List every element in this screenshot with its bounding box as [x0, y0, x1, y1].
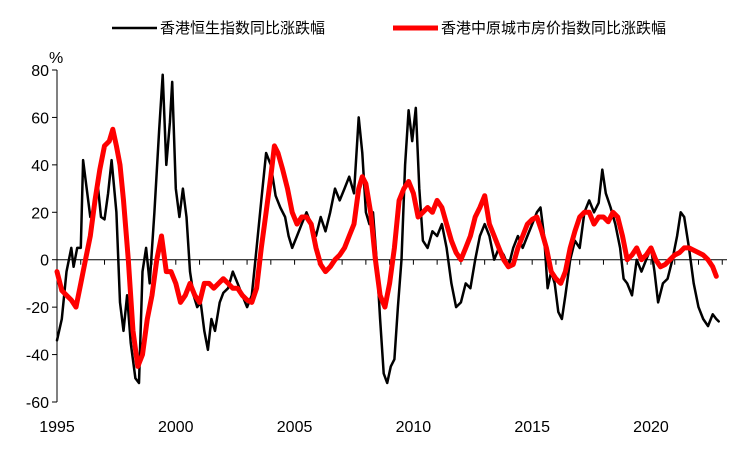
x-axis-ticks: 1995 2000 2005 2010 2015 2020: [39, 259, 723, 436]
x-tick-label: 2020: [633, 419, 669, 436]
y-axis-ticks: 80 60 40 20 0 -20 -40 -60: [26, 63, 57, 412]
y-tick-label: 0: [40, 253, 49, 270]
y-tick-label: -20: [26, 300, 49, 317]
legend-label-hsi: 香港恒生指数同比涨跌幅: [160, 19, 325, 37]
y-tick-label: -40: [26, 348, 49, 365]
x-tick-label: 2005: [277, 419, 313, 436]
legend-label-cci: 香港中原城市房价指数同比涨跌幅: [441, 19, 666, 37]
x-tick-label: 2015: [514, 419, 550, 436]
y-tick-label: 20: [31, 205, 49, 222]
y-axis-unit-label: %: [49, 50, 63, 67]
y-tick-label: 60: [31, 110, 49, 127]
series-layer: [54, 73, 720, 385]
legend: 香港恒生指数同比涨跌幅 香港中原城市房价指数同比涨跌幅: [112, 19, 666, 37]
x-tick-label: 1995: [39, 419, 75, 436]
x-tick-label: 2000: [158, 419, 194, 436]
y-tick-label: 40: [31, 158, 49, 175]
y-tick-label: 80: [31, 63, 49, 80]
series-line-cci: [54, 126, 719, 369]
x-tick-label: 2010: [396, 419, 432, 436]
y-tick-label: -60: [26, 395, 49, 412]
